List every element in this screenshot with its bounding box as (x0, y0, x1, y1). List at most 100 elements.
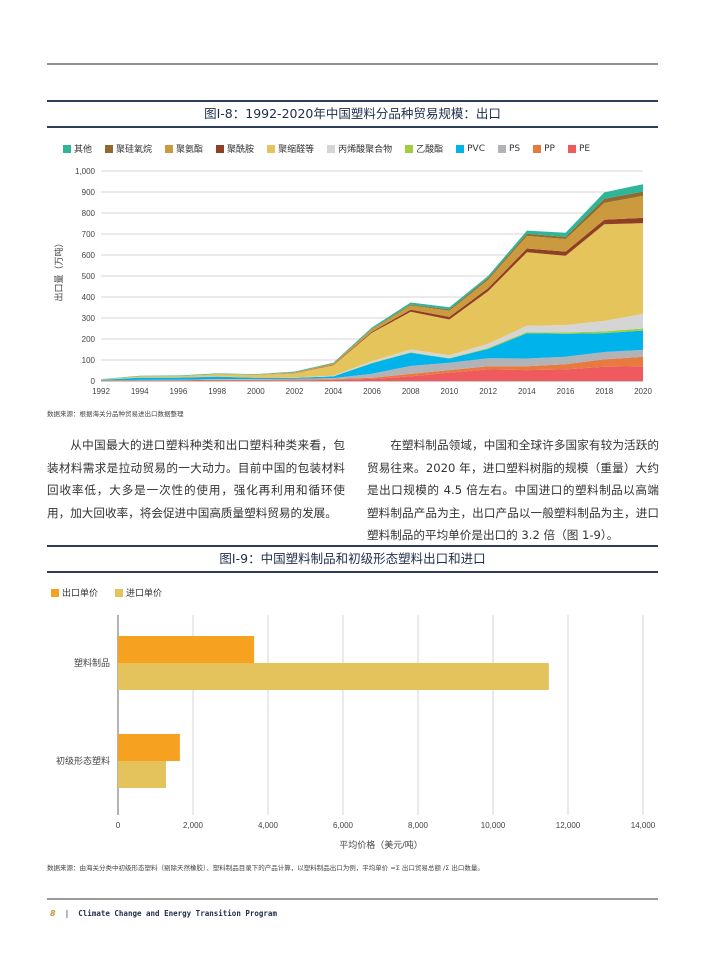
x-tick-label: 2012 (479, 387, 497, 396)
y-tick-label: 600 (82, 251, 96, 260)
footer-rule (47, 898, 658, 900)
legend-swatch (405, 144, 414, 153)
legend-swatch (497, 144, 506, 153)
legend-swatch (267, 144, 276, 153)
category-label: 初级形态塑料 (56, 755, 110, 766)
legend-swatch (63, 144, 71, 153)
legend-item: PE (567, 143, 591, 154)
bar-import-primary-plastics (118, 761, 166, 788)
area-series-7 (101, 217, 643, 380)
x-tick-label: 2010 (441, 387, 459, 396)
y-tick-label: 1,000 (75, 167, 96, 176)
legend-item: 进口单价 (115, 586, 162, 599)
legend-label: PVC (467, 143, 485, 154)
legend-label: 乙酸酯 (416, 145, 444, 155)
legend-label: 聚硅氧烷 (116, 145, 153, 155)
legend-swatch (567, 144, 576, 153)
y-tick-label: 100 (82, 356, 96, 365)
area-series-6 (101, 223, 643, 380)
y-tick-label: 800 (82, 209, 96, 218)
legend-item: PVC (456, 144, 485, 154)
legend-swatch (51, 588, 59, 597)
legend-label: PS (508, 143, 521, 154)
x-tick-label: 2008 (402, 387, 420, 396)
legend-swatch (105, 144, 114, 153)
y-axis-title: 出口量（万吨） (53, 238, 64, 301)
x-tick-label: 2,000 (183, 821, 204, 830)
x-tick-label: 1992 (92, 387, 110, 396)
legend-item: 丙烯酸聚合物 (327, 142, 392, 155)
x-tick-label: 0 (116, 821, 121, 830)
x-tick-label: 4,000 (258, 821, 279, 830)
x-tick-labels: 0 2,000 4,000 6,000 8,000 10,000 12,000 14,000 (116, 821, 656, 830)
y-tick-label: 700 (82, 230, 96, 239)
footer-separator: | (65, 909, 69, 918)
legend-label: 丙烯酸聚合物 (338, 145, 393, 155)
x-tick-label: 14,000 (631, 821, 656, 830)
x-tick-label: 1994 (131, 387, 149, 396)
x-tick-label: 2004 (324, 387, 342, 396)
legend-item: 其他 (63, 142, 92, 155)
legend-item: 聚氨酯 (165, 142, 203, 155)
bar-export-plastic-products (118, 636, 255, 663)
x-tick-label: 12,000 (556, 821, 581, 830)
top-rule (47, 63, 658, 65)
bar-import-plastic-products (118, 663, 549, 690)
area-series-2 (101, 349, 643, 381)
y-tick-label: 900 (82, 188, 96, 197)
page-number: 8 (50, 909, 56, 918)
legend-label: 其他 (74, 145, 93, 155)
category-label: 塑料制品 (74, 657, 110, 668)
y-tick-label: 400 (82, 293, 96, 302)
page-footer: 8 | Climate Change and Energy Transition… (50, 909, 277, 918)
x-tick-label: 2018 (595, 387, 613, 396)
y-tick-label: 200 (82, 335, 96, 344)
area-series-0 (101, 366, 643, 381)
legend-swatch (456, 144, 465, 153)
figure-9-title-box: 图I-9：中国塑料制品和初级形态塑料出口和进口 (47, 545, 658, 573)
legend-swatch (216, 144, 225, 153)
body-paragraph-right: 在塑料制品领域，中国和全球许多国家有较为活跃的贸易往来。2020 年，进口塑料树… (367, 438, 659, 542)
x-tick-labels: 1992 1994 1996 1998 2000 2002 2004 2006 2008 2010… (92, 387, 652, 396)
bars (118, 636, 549, 788)
figure-8-title-box: 图I-8：1992-2020年中国塑料分品种贸易规模：出口 (47, 100, 658, 128)
legend-label: 聚氨酯 (176, 145, 204, 155)
legend-swatch (115, 588, 124, 597)
bar-export-primary-plastics (118, 734, 180, 761)
legend-label: 聚缩醛等 (278, 145, 315, 155)
x-gridlines (117, 615, 644, 815)
y-tick-labels: 0 100 200 300 400 500 600 700 800 900 1,000 (75, 167, 96, 386)
legend-item: PS (497, 143, 521, 154)
x-tick-label: 2016 (557, 387, 575, 396)
figure-9-legend: 出口单价 进口单价 (51, 586, 179, 599)
x-tick-label: 2006 (363, 387, 381, 396)
body-paragraph-left: 从中国最大的进口塑料种类和出口塑料种类来看，包装材料需求是拉动贸易的一大动力。目… (47, 438, 345, 520)
y-tick-label: 300 (82, 314, 96, 323)
legend-label: 聚酰胺 (227, 145, 255, 155)
figure-8-legend: 其他 聚硅氧烷 聚氨酯 聚酰胺 聚缩醛等 丙烯酸聚合物 乙酸酯 PVC PS PP PE (63, 142, 603, 155)
x-tick-label: 2014 (518, 387, 536, 396)
legend-label: PP (544, 143, 555, 154)
legend-item: 乙酸酯 (405, 142, 443, 155)
legend-label: PE (578, 143, 591, 154)
legend-label: 出口单价 (62, 589, 99, 599)
x-tick-label: 2000 (247, 387, 265, 396)
x-axis-title: 平均价格（美元/吨） (339, 839, 423, 850)
footer-program-name: Climate Change and Energy Transition Pro… (78, 909, 277, 918)
x-tick-label: 6,000 (333, 821, 354, 830)
legend-item: 出口单价 (51, 586, 98, 599)
x-tick-label: 2002 (286, 387, 304, 396)
x-tick-label: 2020 (634, 387, 652, 396)
stacked-areas (101, 184, 643, 381)
legend-swatch (165, 144, 174, 153)
figure-8-title: 图I-8：1992-2020年中国塑料分品种贸易规模：出口 (204, 106, 501, 121)
y-gridlines (101, 170, 643, 382)
x-tick-label: 10,000 (481, 821, 506, 830)
area-series-1 (101, 356, 643, 381)
legend-item: 聚酰胺 (216, 142, 254, 155)
x-tick-label: 8,000 (408, 821, 429, 830)
x-tick-label: 1996 (170, 387, 188, 396)
legend-item: PP (533, 144, 555, 154)
